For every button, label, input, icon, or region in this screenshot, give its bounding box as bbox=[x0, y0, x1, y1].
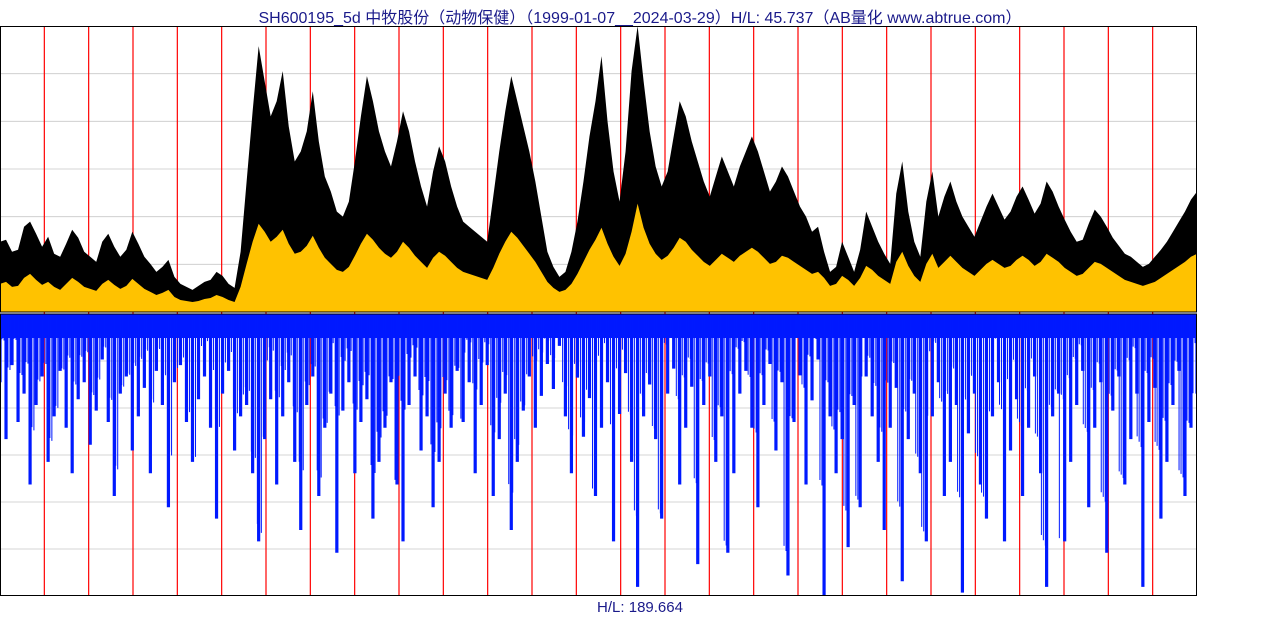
chart-title: SH600195_5d 中牧股份（动物保健）（1999-01-07__2024-… bbox=[0, 4, 1280, 28]
chart-plot bbox=[0, 26, 1197, 596]
chart-svg bbox=[0, 26, 1197, 596]
chart-footer: H/L: 189.664 bbox=[0, 599, 1280, 616]
